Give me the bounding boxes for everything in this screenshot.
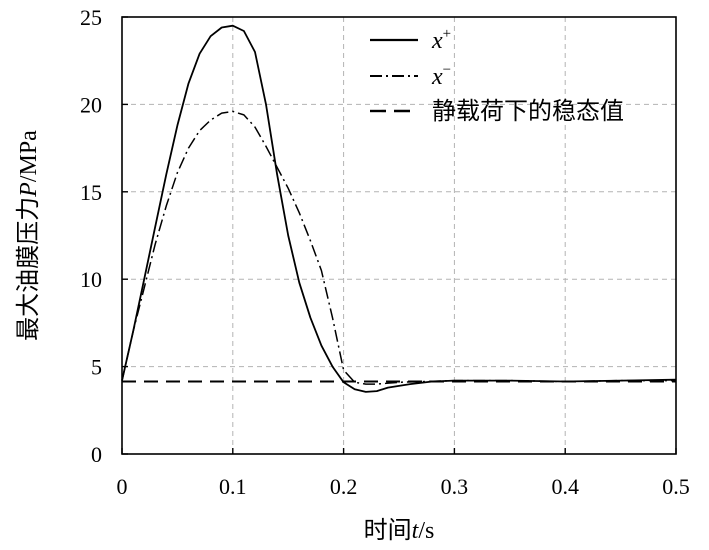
legend-label-1: x− [431, 62, 451, 90]
y-axis-title-suffix: /MPa [16, 130, 42, 182]
x-axis-title-var: t [412, 518, 420, 544]
y-axis-title: 最大油膜压力P/MPa [15, 130, 42, 341]
y-tick-label: 0 [91, 442, 102, 467]
y-tick-label: 15 [80, 180, 102, 205]
series-line-1 [121, 110, 676, 385]
x-tick-label: 0 [117, 474, 128, 499]
legend-label-0: x+ [431, 26, 451, 54]
x-axis-title-prefix: 时间 [364, 517, 412, 544]
series-layer [121, 24, 677, 393]
legend-label-var: x [431, 28, 443, 54]
y-axis-title-prefix: 最大油膜压力 [15, 197, 42, 341]
x-axis-title-suffix: /s [418, 518, 434, 544]
plot-frame [121, 16, 677, 455]
x-tick-label: 0.3 [441, 474, 469, 499]
series-line-0 [121, 24, 677, 393]
legend: x+x−静载荷下的稳态值 [370, 26, 624, 125]
legend-label-var: x [431, 64, 443, 90]
x-tick-label: 0.1 [219, 474, 247, 499]
x-tick-label: 0.4 [551, 474, 579, 499]
x-tick-label: 0.2 [330, 474, 358, 499]
x-axis-title: 时间t/s [364, 517, 435, 544]
y-tick-label: 5 [91, 355, 102, 380]
legend-label-sup: + [443, 26, 451, 42]
y-tick-label: 10 [80, 267, 102, 292]
y-tick-label: 25 [80, 5, 102, 30]
y-tick-label: 20 [80, 92, 102, 117]
legend-label-2: 静载荷下的稳态值 [432, 98, 624, 125]
grid [122, 17, 676, 454]
legend-label-sup: − [443, 62, 451, 78]
x-tick-label: 0.5 [662, 474, 690, 499]
y-axis-title-var: P [16, 182, 42, 198]
ticks: 0 0.1 0.2 0.3 0.4 0.5 0 5 10 15 20 25 [80, 5, 690, 499]
